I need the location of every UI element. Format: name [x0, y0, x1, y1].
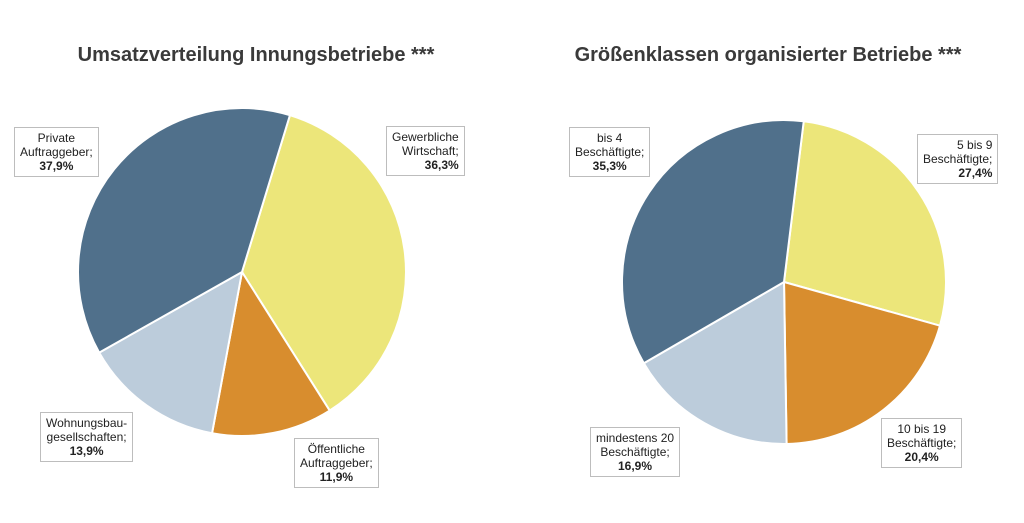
callout-private-auftraggeber: Private Auftraggeber; 37,9% — [14, 127, 99, 177]
callout-percent: 20,4% — [904, 450, 939, 464]
pie-slice-3 — [77, 107, 292, 354]
callout-percent: 11,9% — [319, 470, 354, 484]
callout-percent: 27,4% — [958, 166, 993, 180]
pie-slice-3 — [621, 119, 805, 365]
callout-label: 10 bis 19 Beschäftigte; — [887, 422, 957, 450]
callout-5-bis-9: 5 bis 9 Beschäftigte; 27,4% — [917, 134, 999, 184]
chart-umsatzverteilung: Umsatzverteilung Innungsbetriebe *** Pri… — [14, 44, 465, 488]
pie-chart-groessenklassen — [621, 119, 947, 445]
pie-chart-umsatzverteilung — [77, 107, 407, 437]
callout-percent: 16,9% — [618, 459, 653, 473]
callout-label: bis 4 Beschäftigte; — [575, 131, 645, 159]
callout-label: Private Auftraggeber; — [20, 131, 93, 159]
callout-10-bis-19: 10 bis 19 Beschäftigte; 20,4% — [881, 418, 963, 468]
pie-slice-2 — [642, 280, 788, 445]
callout-gewerbliche-wirtschaft: Gewerbliche Wirtschaft; 36,3% — [386, 126, 465, 176]
callout-percent: 36,3% — [424, 158, 459, 172]
callout-label: mindestens 20 Beschäftigte; — [596, 431, 675, 459]
chart-title: Größenklassen organisierter Betriebe *** — [574, 44, 962, 66]
callout-wohnungsbaugesellschaften: Wohnungsbau- gesellschaften; 13,9% — [40, 412, 134, 462]
callout-percent: 35,3% — [592, 159, 627, 173]
chart-groessenklassen: Größenklassen organisierter Betriebe ***… — [512, 0, 1024, 523]
pie-slice-2 — [97, 270, 244, 435]
pie-slice-1 — [782, 280, 942, 445]
pie-slice-0 — [782, 120, 947, 327]
callout-label: 5 bis 9 Beschäftigte; — [923, 138, 993, 166]
pie-slice-1 — [210, 269, 332, 437]
callout-oeffentliche-auftraggeber: Öffentliche Auftraggeber; 11,9% — [294, 438, 379, 488]
callout-mindestens-20: mindestens 20 Beschäftigte; 16,9% — [590, 427, 681, 477]
callout-bis-4: bis 4 Beschäftigte; 35,3% — [569, 127, 651, 177]
callout-label: Wohnungsbau- gesellschaften; — [46, 416, 128, 444]
callout-label: Gewerbliche Wirtschaft; — [392, 130, 459, 158]
callout-label: Öffentliche Auftraggeber; — [300, 442, 373, 470]
callout-percent: 13,9% — [69, 444, 104, 458]
callout-percent: 37,9% — [39, 159, 74, 173]
chart-title: Umsatzverteilung Innungsbetriebe *** — [77, 44, 435, 66]
